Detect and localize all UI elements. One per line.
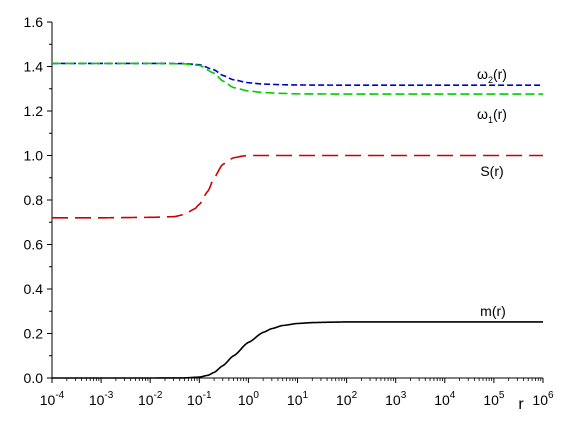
series-label-main: m(r) [480,303,506,319]
series-labels: ω2(r)ω1(r)S(r)m(r) [477,66,507,319]
x-tick-label: 10-1 [187,390,212,408]
x-tick-label: 10-3 [89,390,114,408]
y-tick-label: 0.8 [24,192,44,208]
y-tick-label: 1.4 [24,59,44,75]
series-label-1: ω1(r) [477,106,507,125]
plot-frame [51,22,543,379]
series-line-1 [52,62,543,95]
y-tick-label: 0.4 [24,281,44,297]
y-tick-label: 0.0 [24,370,44,386]
x-axis: 10-4 10-3 10-2 10-1 100 101 102 103 104 105 106 [40,378,554,408]
x-axis-title: r [518,396,524,413]
y-tick-label: 1.2 [24,103,44,119]
x-tick-base: 10 [187,392,203,408]
x-tick-label: 102 [336,390,358,408]
series-label-2: S(r) [480,163,503,179]
x-tick-label: 106 [532,390,554,408]
x-tick-exponent: 4 [450,390,456,401]
series-label-main: S(r) [480,163,503,179]
x-tick-exponent: 6 [548,390,554,401]
series-layer [52,62,543,379]
x-tick-label: 100 [238,390,260,408]
y-tick-label: 0.6 [24,237,44,253]
x-tick-base: 10 [483,392,499,408]
series-label-0: ω2(r) [477,66,507,85]
x-tick-exponent: -1 [203,390,212,401]
x-tick-exponent: 3 [401,390,407,401]
series-label-3: m(r) [480,303,506,319]
y-tick-label: 1.6 [24,14,44,30]
x-tick-label: 10-4 [40,390,65,408]
x-tick-exponent: 2 [352,390,358,401]
x-tick-exponent: -2 [154,390,163,401]
series-line-2 [52,154,543,219]
series-label-main: ω [477,106,488,122]
x-tick-label: 104 [434,390,456,408]
x-tick-base: 10 [532,392,548,408]
x-tick-base: 10 [40,392,56,408]
x-tick-exponent: 0 [253,390,259,401]
x-tick-base: 10 [238,392,254,408]
y-tick-label: 0.2 [24,326,44,342]
series-label-sub: 1 [488,115,493,125]
series-label-sub: 2 [488,75,493,85]
x-tick-label: 105 [483,390,505,408]
x-tick-exponent: 1 [303,390,309,401]
series-label-tail: (r) [493,106,507,122]
x-tick-label: 10-2 [138,390,163,408]
y-axis: 0.0 0.2 0.4 0.6 0.8 1.0 1.2 1.4 1.6 [24,14,52,386]
x-tick-base: 10 [89,392,105,408]
x-tick-exponent: 5 [499,390,505,401]
x-tick-exponent: -3 [104,390,113,401]
series-label-tail: (r) [493,66,507,82]
x-tick-base: 10 [385,392,401,408]
x-tick-base: 10 [434,392,450,408]
series-line-0 [52,62,543,86]
series-label-main: ω [477,66,488,82]
x-tick-exponent: -4 [55,390,64,401]
y-tick-label: 1.0 [24,148,44,164]
x-tick-base: 10 [138,392,154,408]
x-tick-label: 101 [287,390,309,408]
series-line-3 [52,321,543,379]
x-tick-base: 10 [336,392,352,408]
x-tick-label: 103 [385,390,407,408]
x-tick-base: 10 [287,392,303,408]
